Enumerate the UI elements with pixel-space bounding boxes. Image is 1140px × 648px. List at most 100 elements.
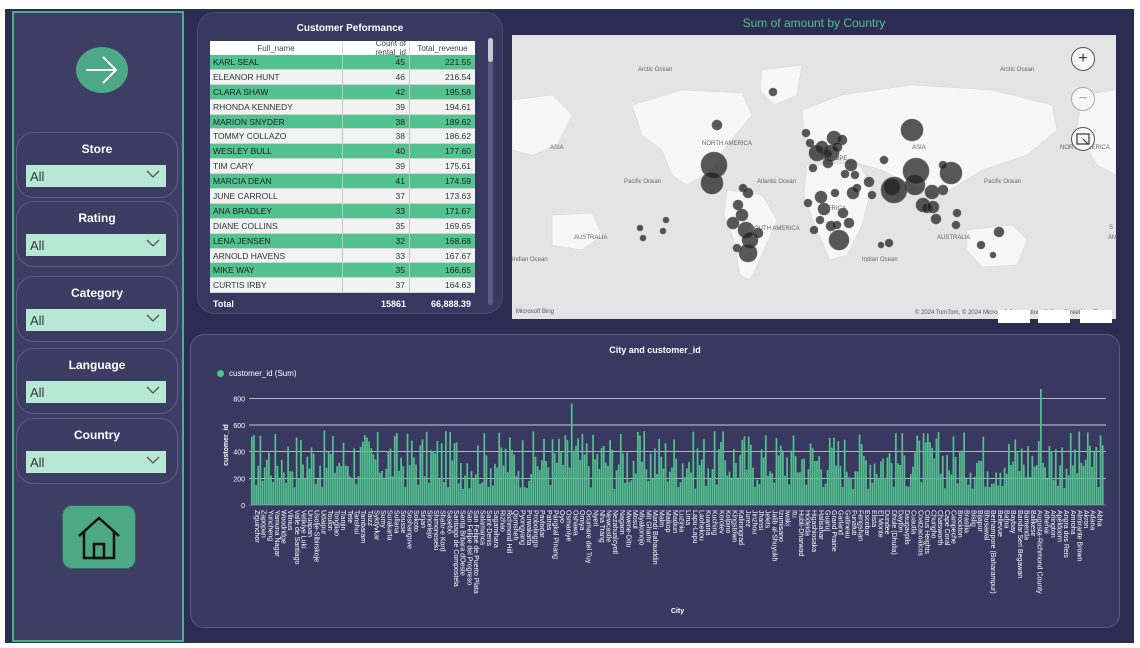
- bar[interactable]: [417, 484, 420, 505]
- bar[interactable]: [788, 484, 791, 505]
- country-bubble[interactable]: [808, 163, 818, 173]
- bar[interactable]: [809, 443, 812, 505]
- column-header-full-name[interactable]: Full_name: [210, 41, 343, 55]
- bar[interactable]: [984, 486, 987, 505]
- bar[interactable]: [615, 470, 618, 505]
- bar[interactable]: [334, 472, 336, 505]
- bar[interactable]: [523, 487, 526, 505]
- bar[interactable]: [477, 445, 479, 505]
- bar[interactable]: [543, 438, 545, 505]
- bar[interactable]: [500, 447, 503, 505]
- bar[interactable]: [1093, 450, 1096, 505]
- bar[interactable]: [895, 433, 897, 505]
- bar[interactable]: [263, 467, 266, 505]
- bar[interactable]: [679, 482, 682, 505]
- country-bubble[interactable]: [659, 227, 667, 235]
- bar[interactable]: [660, 456, 663, 505]
- bar[interactable]: [419, 445, 422, 505]
- bar[interactable]: [858, 434, 861, 505]
- bar[interactable]: [664, 443, 667, 505]
- bar[interactable]: [961, 450, 963, 505]
- bar[interactable]: [944, 488, 946, 505]
- bar[interactable]: [541, 460, 543, 505]
- bar[interactable]: [769, 471, 771, 505]
- bar[interactable]: [912, 466, 914, 505]
- bar[interactable]: [489, 468, 492, 505]
- bar[interactable]: [673, 439, 675, 505]
- bar[interactable]: [681, 463, 684, 505]
- bar[interactable]: [784, 475, 786, 505]
- bar[interactable]: [590, 487, 592, 505]
- bar[interactable]: [794, 456, 797, 505]
- bar[interactable]: [739, 455, 742, 505]
- bar[interactable]: [1035, 464, 1038, 505]
- bar[interactable]: [585, 443, 588, 505]
- bar[interactable]: [1031, 455, 1034, 505]
- bar[interactable]: [340, 466, 343, 505]
- bar[interactable]: [807, 469, 810, 505]
- bar[interactable]: [1003, 467, 1006, 505]
- country-bubble[interactable]: [951, 220, 961, 230]
- bar[interactable]: [519, 487, 522, 505]
- bar[interactable]: [730, 478, 733, 505]
- bar[interactable]: [935, 438, 938, 505]
- bar[interactable]: [329, 453, 332, 505]
- bar[interactable]: [1048, 446, 1051, 505]
- table-row[interactable]: WESLEY BULL 40 177.60: [210, 144, 475, 160]
- bar[interactable]: [658, 438, 661, 505]
- country-bubble[interactable]: [926, 200, 940, 214]
- bar[interactable]: [1029, 476, 1032, 505]
- bar[interactable]: [771, 473, 774, 505]
- bar[interactable]: [511, 449, 513, 505]
- bar[interactable]: [688, 462, 690, 505]
- bar[interactable]: [1052, 480, 1055, 505]
- bar[interactable]: [803, 458, 806, 505]
- table-row[interactable]: ANA BRADLEY 33 171.67: [210, 203, 475, 219]
- bar[interactable]: [391, 476, 394, 505]
- bar[interactable]: [265, 459, 268, 505]
- bar[interactable]: [903, 455, 906, 505]
- table-row[interactable]: TIM CARY 39 175.61: [210, 159, 475, 175]
- bar[interactable]: [579, 459, 582, 505]
- country-bubble[interactable]: [880, 176, 908, 204]
- bar[interactable]: [462, 488, 464, 505]
- bar[interactable]: [560, 452, 562, 505]
- table-row[interactable]: CURTIS IRBY 37 164.63: [210, 278, 475, 294]
- bar[interactable]: [854, 471, 857, 505]
- bar[interactable]: [952, 436, 955, 505]
- bar[interactable]: [933, 458, 936, 505]
- bar[interactable]: [430, 450, 432, 505]
- bar[interactable]: [1005, 473, 1008, 505]
- bar[interactable]: [1044, 467, 1046, 505]
- bar[interactable]: [336, 466, 339, 505]
- bar[interactable]: [715, 484, 718, 505]
- bar[interactable]: [600, 447, 603, 505]
- bar[interactable]: [965, 477, 968, 505]
- bar[interactable]: [1078, 431, 1081, 505]
- bar[interactable]: [413, 457, 415, 505]
- bar[interactable]: [831, 447, 833, 505]
- bar[interactable]: [758, 484, 761, 505]
- bar[interactable]: [530, 474, 533, 505]
- bar[interactable]: [948, 470, 951, 505]
- country-bubble[interactable]: [846, 186, 860, 200]
- country-dropdown[interactable]: All: [26, 451, 166, 473]
- bar[interactable]: [257, 465, 260, 505]
- country-bubble[interactable]: [863, 176, 875, 188]
- bar[interactable]: [368, 441, 370, 505]
- bar[interactable]: [624, 482, 626, 505]
- zoom-in-button[interactable]: +: [1071, 47, 1095, 71]
- bar[interactable]: [372, 454, 375, 505]
- bar[interactable]: [1054, 449, 1057, 505]
- bar[interactable]: [607, 465, 609, 505]
- bar[interactable]: [276, 465, 279, 505]
- bar[interactable]: [436, 440, 439, 505]
- bar[interactable]: [732, 448, 735, 505]
- bar[interactable]: [799, 472, 801, 505]
- bar[interactable]: [1065, 468, 1068, 505]
- bar[interactable]: [950, 474, 953, 505]
- bar[interactable]: [752, 467, 754, 505]
- bar[interactable]: [1033, 466, 1036, 505]
- bar[interactable]: [743, 436, 746, 505]
- bar[interactable]: [1022, 464, 1025, 505]
